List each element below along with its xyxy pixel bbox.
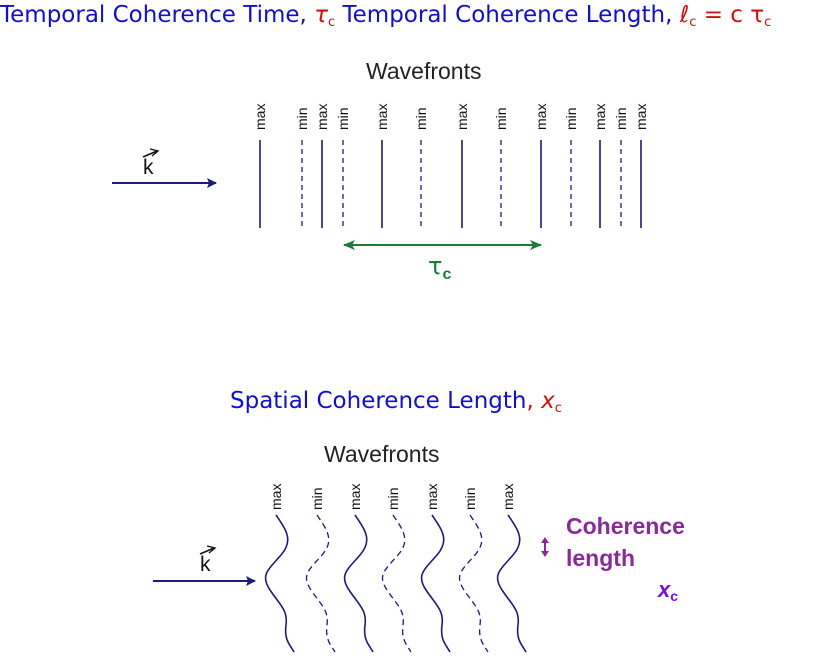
spatial-wavefront-min (459, 514, 489, 653)
tau-c-subscript: c (442, 266, 452, 283)
tau-c-symbol: τ (428, 252, 443, 280)
coherence-double-arrow (541, 537, 549, 557)
spatial-wavefronts-heading: Wavefronts (324, 441, 440, 467)
temporal-k-vector-mark (142, 150, 158, 158)
tau-subscript: c (328, 15, 336, 30)
coherence-line1: Coherence (566, 513, 685, 539)
temporal-wavefront-lines (259, 140, 642, 228)
spatial-wavefront-max (343, 514, 374, 653)
spatial-title: Spatial Coherence Length, xc (230, 388, 562, 416)
x-symbol: x (541, 388, 555, 414)
xc-label: xc (658, 577, 678, 604)
temporal-k-label: k (143, 156, 154, 179)
tau-c-label: τc (428, 252, 451, 284)
ell-symbol: ℓ (679, 2, 690, 28)
spatial-k-vector-mark (199, 547, 215, 555)
spatial-wavefront-max (496, 514, 527, 653)
spatial-wavefront-min (306, 514, 336, 653)
x-subscript: c (554, 401, 562, 416)
spatial-k-label: k (200, 553, 211, 576)
temporal-wavefronts-heading: Wavefronts (366, 58, 482, 84)
spatial-wavefront-max (264, 514, 295, 653)
temporal-title: Temporal Coherence Time, τc Temporal Coh… (0, 2, 771, 30)
spatial-wavefront-max (420, 514, 451, 653)
xc-symbol: x (658, 577, 671, 602)
spatial-title-comma: , (526, 388, 542, 414)
spatial-title-part1: Spatial Coherence Length (230, 388, 527, 414)
temporal-title-part1: Temporal Coherence Time, (0, 2, 315, 28)
spatial-k-vector-head (206, 545, 217, 554)
tau-symbol: τ (314, 2, 329, 28)
coherence-line2: length (566, 545, 635, 571)
spatial-wavefront-curves (264, 514, 527, 653)
ell-equation: = c τ (696, 2, 765, 28)
xc-subscript: c (670, 588, 679, 604)
ell-subscript: c (689, 15, 697, 30)
temporal-k-vector-head (149, 148, 160, 157)
ell-equation-subscript: c (764, 15, 772, 30)
spatial-wavefront-min (382, 514, 412, 653)
temporal-title-part2: Temporal Coherence Length, (335, 2, 680, 28)
